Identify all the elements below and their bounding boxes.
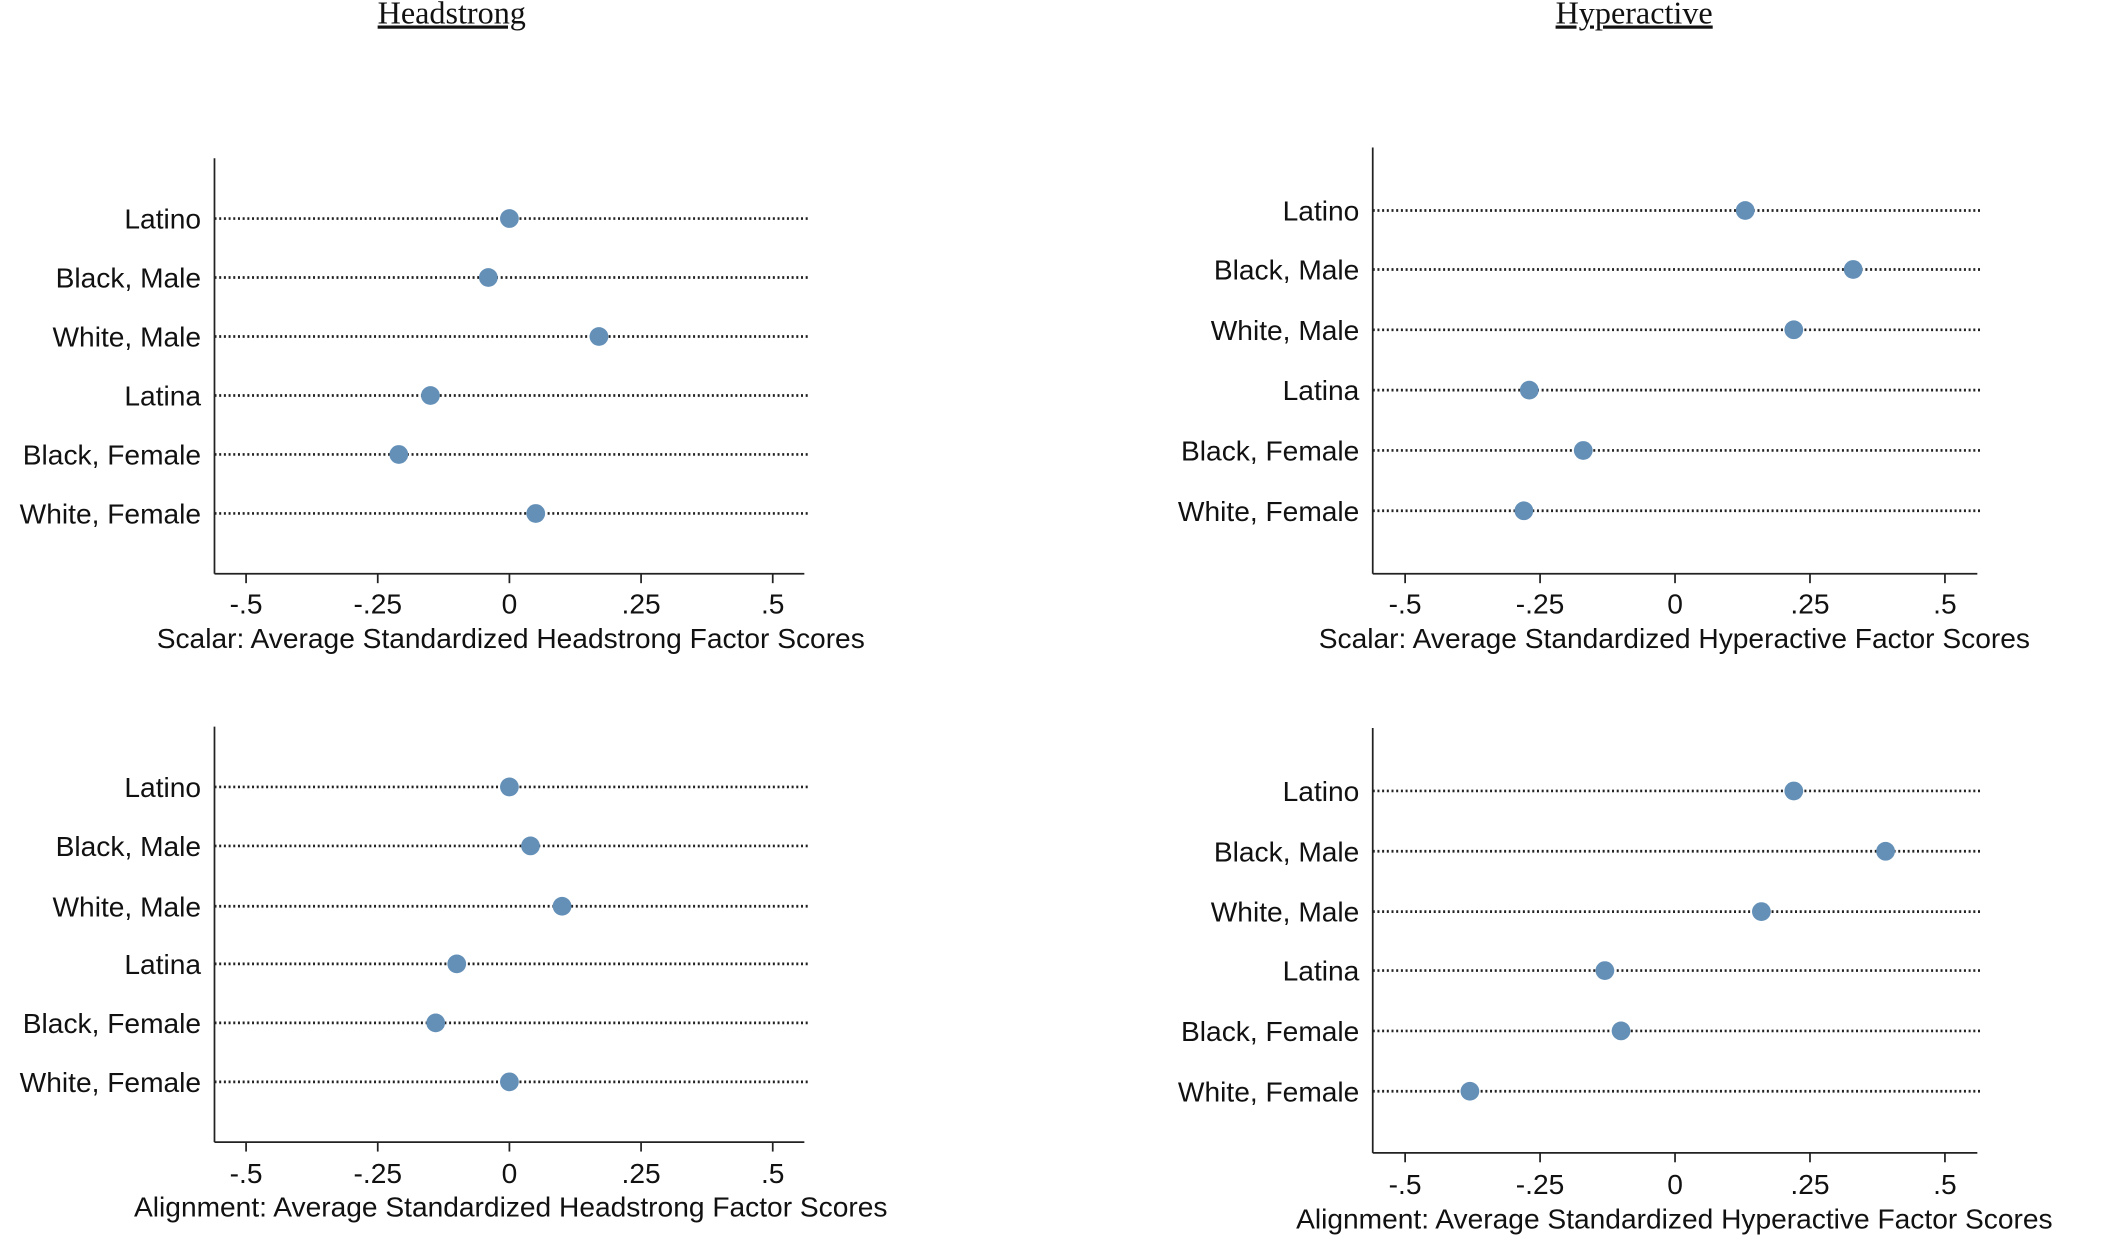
dot	[389, 445, 409, 464]
dot	[500, 209, 519, 228]
dot	[426, 1013, 446, 1033]
x-tick-label: .5	[1933, 1169, 1956, 1200]
category-label: Black, Female	[23, 440, 201, 471]
dot	[1573, 441, 1593, 460]
category-label: Black, Male	[1214, 836, 1359, 867]
category-label: White, Male	[53, 322, 202, 353]
category-label: White, Female	[1178, 496, 1359, 527]
category-label: Latino	[1283, 776, 1360, 807]
dot	[500, 777, 519, 797]
x-tick-label: .5	[761, 588, 784, 619]
category-label: Black, Male	[56, 831, 201, 862]
category-label: White, Female	[20, 1067, 201, 1098]
x-tick-label: .5	[761, 1158, 784, 1189]
category-label: Black, Female	[1181, 436, 1359, 467]
category-label: White, Female	[1178, 1076, 1359, 1107]
category-label: Black, Male	[1214, 255, 1359, 286]
x-tick-label: 0	[1667, 1169, 1683, 1200]
category-label: Latino	[124, 204, 201, 235]
dot	[1611, 1021, 1631, 1041]
column-heading: Headstrong	[378, 0, 526, 30]
dot	[500, 1072, 519, 1092]
dot	[552, 896, 572, 916]
x-tick-label: -.5	[1389, 1169, 1422, 1200]
x-tick-label: 0	[502, 588, 518, 619]
x-tick-label: .25	[622, 588, 661, 619]
category-label: Black, Female	[23, 1008, 201, 1039]
dot	[1784, 320, 1804, 340]
x-tick-label: -.5	[230, 588, 263, 619]
category-label: Black, Male	[56, 263, 201, 294]
x-tick-label: 0	[502, 1158, 518, 1189]
x-tick-label: -.5	[230, 1158, 263, 1189]
dot	[1876, 841, 1895, 861]
x-tick-label: -.25	[1516, 1169, 1565, 1200]
x-tick-label: -.25	[354, 1158, 402, 1189]
x-tick-label: 0	[1667, 588, 1683, 619]
dot	[1460, 1081, 1480, 1101]
x-axis-label: Alignment: Average Standardized Headstro…	[134, 1192, 887, 1223]
category-label: Latino	[1283, 196, 1360, 227]
category-label: White, Male	[1211, 897, 1360, 928]
x-axis-label: Scalar: Average Standardized Hyperactive…	[1319, 623, 2030, 654]
dot	[1843, 260, 1863, 279]
category-label: White, Male	[1211, 315, 1360, 346]
dot	[447, 954, 467, 974]
dot	[1514, 501, 1534, 521]
category-label: Latina	[1283, 375, 1360, 406]
dot	[1735, 201, 1755, 220]
x-tick-label: .5	[1933, 588, 1956, 619]
dot	[1752, 902, 1771, 921]
category-label: Latina	[124, 949, 201, 980]
x-tick-label: -.5	[1389, 588, 1422, 619]
column-heading: Hyperactive	[1556, 0, 1713, 30]
category-label: Black, Female	[1181, 1016, 1359, 1047]
category-label: White, Female	[20, 499, 201, 530]
category-label: Latino	[124, 772, 201, 803]
x-tick-label: .25	[622, 1158, 661, 1189]
category-label: Latina	[1283, 956, 1360, 987]
category-label: White, Male	[53, 891, 202, 922]
dot	[478, 268, 498, 287]
category-label: Latina	[124, 381, 201, 412]
x-axis-label: Scalar: Average Standardized Headstrong …	[157, 623, 865, 654]
dot	[521, 836, 540, 856]
dot	[1784, 781, 1804, 801]
dot	[1519, 380, 1539, 400]
dot	[1595, 961, 1615, 980]
x-axis-label: Alignment: Average Standardized Hyperact…	[1296, 1204, 2053, 1235]
x-tick-label: -.25	[1516, 588, 1565, 619]
x-tick-label: -.25	[354, 588, 402, 619]
dot	[526, 504, 546, 523]
dot	[421, 386, 440, 405]
x-tick-label: .25	[1790, 588, 1829, 619]
x-tick-label: .25	[1790, 1169, 1829, 1200]
dot	[589, 327, 609, 346]
